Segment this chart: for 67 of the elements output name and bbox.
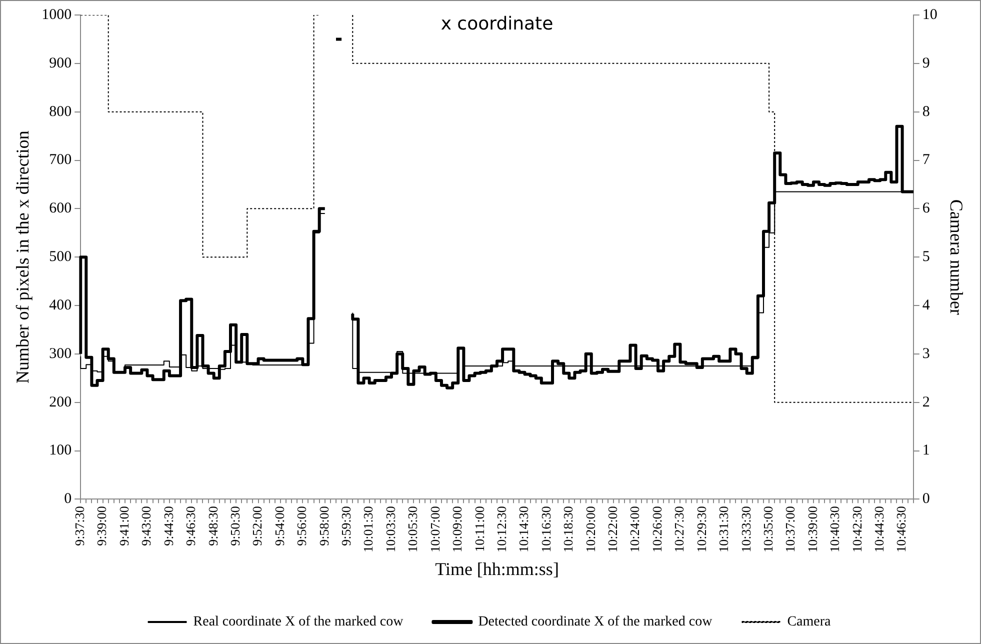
y2-tick-label: 1 bbox=[922, 442, 930, 459]
y-axis-title: Number of pixels in the x direction bbox=[12, 130, 33, 384]
x-tick-label: 9:59:30 bbox=[338, 506, 354, 546]
x-tick-label: 9:54:00 bbox=[272, 506, 287, 546]
y-tick-label: 600 bbox=[49, 200, 72, 217]
x-tick-label: 10:44:30 bbox=[872, 506, 887, 552]
x-tick-label: 9:50:30 bbox=[227, 506, 242, 546]
x-tick-label: 10:16:30 bbox=[538, 506, 554, 552]
chart-title: x coordinate bbox=[440, 14, 554, 35]
x-tick-label: 10:40:30 bbox=[827, 506, 842, 552]
y-tick-label: 700 bbox=[49, 152, 72, 168]
x-tick-label: 10:07:00 bbox=[427, 506, 442, 552]
x-tick-label: 9:48:30 bbox=[205, 506, 220, 546]
legend-label: Detected coordinate X of the marked cow bbox=[478, 614, 714, 630]
legend-label: Camera bbox=[787, 614, 832, 630]
x-tick-label: 10:27:30 bbox=[672, 506, 687, 552]
x-tick-label: 10:29:30 bbox=[694, 506, 709, 552]
x-tick-label: 10:22:00 bbox=[605, 506, 620, 552]
x-tick-label: 9:56:00 bbox=[294, 506, 310, 546]
x-tick-label: 10:31:30 bbox=[716, 506, 732, 552]
y-tick-label: 300 bbox=[49, 346, 72, 362]
x-tick-label: 10:20:00 bbox=[582, 506, 598, 552]
legend-label: Real coordinate X of the marked cow bbox=[193, 614, 404, 630]
x-tick-label: 10:03:30 bbox=[382, 506, 398, 552]
x-tick-label: 10:09:00 bbox=[450, 506, 465, 552]
x-tick-label: 10:05:30 bbox=[405, 506, 420, 552]
x-tick-label: 10:12:30 bbox=[494, 506, 509, 552]
x-tick-label: 9:44:30 bbox=[160, 506, 176, 546]
x-tick-label: 9:39:00 bbox=[94, 506, 110, 546]
x-tick-label: 9:52:00 bbox=[250, 506, 265, 546]
y2-tick-label: 0 bbox=[922, 491, 930, 508]
x-tick-label: 10:26:00 bbox=[649, 506, 664, 552]
x-tick-label: 9:43:00 bbox=[138, 506, 154, 546]
x-tick-label: 9:58:00 bbox=[316, 506, 332, 546]
x-tick-label: 9:41:00 bbox=[116, 506, 132, 546]
y2-tick-label: 10 bbox=[922, 6, 938, 23]
y-tick-label: 500 bbox=[49, 249, 72, 266]
y-tick-label: 1000 bbox=[42, 6, 72, 23]
x-tick-label: 10:35:00 bbox=[760, 506, 776, 552]
y2-axis-title: Camera number bbox=[946, 199, 966, 315]
x-tick-label: 10:11:00 bbox=[472, 506, 487, 552]
x-tick-label: 10:46:30 bbox=[894, 506, 909, 552]
x-tick-label: 9:46:30 bbox=[183, 506, 198, 546]
y-tick-label: 0 bbox=[64, 491, 72, 508]
y2-tick-label: 8 bbox=[922, 104, 930, 120]
y-tick-label: 100 bbox=[49, 442, 72, 459]
y2-tick-label: 2 bbox=[922, 394, 930, 410]
x-tick-label: 10:01:30 bbox=[360, 506, 376, 552]
x-tick-label: 10:33:30 bbox=[738, 506, 754, 552]
y2-tick-label: 5 bbox=[922, 249, 930, 266]
y-tick-label: 800 bbox=[49, 104, 72, 120]
x-tick-label: 10:42:30 bbox=[849, 506, 864, 552]
x-tick-label: 10:18:30 bbox=[560, 506, 576, 552]
y-tick-label: 400 bbox=[49, 297, 72, 314]
x-tick-label: 10:37:00 bbox=[782, 506, 798, 552]
x-tick-label: 10:14:30 bbox=[516, 506, 532, 552]
y2-tick-label: 7 bbox=[922, 152, 930, 168]
x-tick-label: 10:24:00 bbox=[627, 506, 642, 552]
y-tick-label: 200 bbox=[49, 394, 72, 410]
y2-tick-label: 4 bbox=[922, 297, 930, 314]
y-tick-label: 900 bbox=[49, 55, 72, 72]
x-axis-title: Time [hh:mm:ss] bbox=[435, 558, 559, 579]
x-tick-label: 10:39:00 bbox=[804, 506, 820, 552]
y2-tick-label: 6 bbox=[922, 200, 930, 217]
y2-tick-label: 3 bbox=[922, 346, 930, 362]
x-tick-label: 9:37:30 bbox=[72, 506, 88, 546]
y2-tick-label: 9 bbox=[922, 55, 930, 72]
